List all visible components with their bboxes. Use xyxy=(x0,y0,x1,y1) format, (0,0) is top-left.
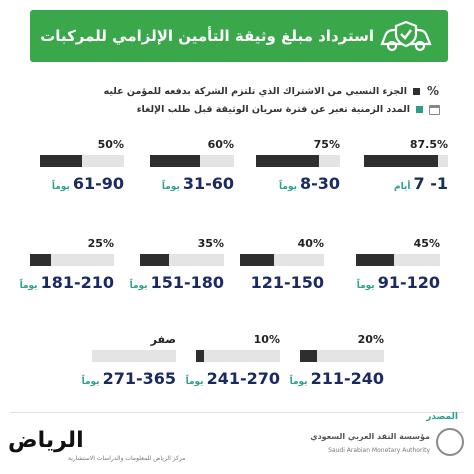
refund-cell: 10% 241-270يوماً xyxy=(186,333,280,403)
refund-bar-fill xyxy=(140,254,170,266)
refund-bar xyxy=(196,350,280,362)
sama-emblem-icon xyxy=(436,428,464,456)
refund-bar xyxy=(140,254,224,266)
refund-percent: 45% xyxy=(413,237,440,250)
publisher-logo: الرياض xyxy=(8,428,84,453)
period-days: 271-365 xyxy=(102,369,176,388)
period-range: 181-210يوماً xyxy=(20,273,114,292)
period-range: 271-365يوماً xyxy=(82,369,176,388)
period-range: 31-60يوماً xyxy=(150,174,234,193)
period-days: 1- 7 xyxy=(413,174,449,193)
period-range: 121-150 xyxy=(240,273,324,292)
refund-bar-fill xyxy=(30,254,51,266)
period-range: 61-90يوماً xyxy=(40,174,124,193)
publisher-subtitle: مركز الرياض للمعلومات والدراسات الاستشار… xyxy=(68,455,186,462)
calendar-icon xyxy=(429,104,440,115)
period-days: 121-150 xyxy=(250,273,324,292)
refund-cell: 45% 91-120يوماً xyxy=(356,237,440,307)
page-title: استرداد مبلغ وثيقة التأمين الإلزامي للمر… xyxy=(40,27,374,45)
refund-percent: 75% xyxy=(313,138,340,151)
refund-bar xyxy=(240,254,324,266)
footer-divider xyxy=(10,412,464,413)
period-days: 61-90 xyxy=(72,174,124,193)
legend-duration-text: المدد الزمنية تعبر عن فترة سريان الوثيقة… xyxy=(136,104,410,115)
period-unit: يوماً xyxy=(289,377,308,387)
period-range: 241-270يوماً xyxy=(186,369,280,388)
period-unit: يوماً xyxy=(81,377,100,387)
period-unit: يوماً xyxy=(185,377,204,387)
period-range: 211-240يوماً xyxy=(290,369,384,388)
refund-bar xyxy=(92,350,176,362)
period-range: 8-30يوماً xyxy=(256,174,340,193)
refund-bar-fill xyxy=(240,254,274,266)
refund-percent: 60% xyxy=(207,138,234,151)
refund-cell: 40% 121-150 xyxy=(240,237,324,307)
legend-duration: المدد الزمنية تعبر عن فترة سريان الوثيقة… xyxy=(20,104,440,115)
legend-percent: % الجزء النسبي من الاشتراك الذي تلتزم ال… xyxy=(20,84,440,98)
period-unit: أيام xyxy=(394,182,411,192)
refund-bar-fill xyxy=(196,350,205,362)
refund-bar xyxy=(150,155,234,167)
refund-cell: 87.5% 1- 7أيام xyxy=(364,138,448,208)
refund-cell: 25% 181-210يوماً xyxy=(20,237,114,307)
sama-name-arabic: مؤسسة النقد العربي السعودي xyxy=(310,432,430,441)
refund-cell: 50% 61-90يوماً xyxy=(40,138,124,208)
period-days: 241-270 xyxy=(206,369,280,388)
refund-bar-fill xyxy=(150,155,201,167)
period-days: 181-210 xyxy=(40,273,114,292)
refund-percent: 50% xyxy=(97,138,124,151)
refund-bar xyxy=(40,155,124,167)
period-range: 1- 7أيام xyxy=(364,174,448,193)
period-days: 151-180 xyxy=(150,273,224,292)
refund-cell: صفر 271-365يوماً xyxy=(82,333,176,403)
refund-percent: 25% xyxy=(87,237,114,250)
green-square-icon xyxy=(416,106,423,113)
refund-percent: 20% xyxy=(357,333,384,346)
period-days: 91-120 xyxy=(377,273,440,292)
car-shield-check-icon xyxy=(380,20,432,52)
period-days: 31-60 xyxy=(182,174,234,193)
refund-bar-fill xyxy=(364,155,438,167)
refund-percent: 10% xyxy=(253,333,280,346)
dark-square-icon xyxy=(413,87,420,95)
refund-bar xyxy=(256,155,340,167)
period-unit: يوماً xyxy=(161,182,180,192)
refund-bar xyxy=(356,254,440,266)
refund-bar-fill xyxy=(300,350,317,362)
refund-bar-fill xyxy=(356,254,394,266)
source-label: المصدر xyxy=(426,412,458,422)
header-banner: استرداد مبلغ وثيقة التأمين الإلزامي للمر… xyxy=(30,10,448,62)
refund-bar-fill xyxy=(40,155,82,167)
refund-bar xyxy=(300,350,384,362)
refund-percent: 35% xyxy=(197,237,224,250)
period-days: 211-240 xyxy=(310,369,384,388)
period-range: 91-120يوماً xyxy=(356,273,440,292)
refund-percent: 87.5% xyxy=(409,138,448,151)
refund-bar xyxy=(364,155,448,167)
refund-cell: 60% 31-60يوماً xyxy=(150,138,234,208)
refund-percent: صفر xyxy=(150,333,176,346)
period-days: 8-30 xyxy=(299,174,340,193)
legend-percent-text: الجزء النسبي من الاشتراك الذي تلتزم الشر… xyxy=(103,85,407,97)
period-unit: يوماً xyxy=(278,182,297,192)
period-unit: يوماً xyxy=(19,281,38,291)
refund-cell: 75% 8-30يوماً xyxy=(256,138,340,208)
percent-symbol: % xyxy=(426,84,440,98)
refund-cell: 35% 151-180يوماً xyxy=(130,237,224,307)
refund-bar xyxy=(30,254,114,266)
refund-percent: 40% xyxy=(297,237,324,250)
period-unit: يوماً xyxy=(356,281,375,291)
refund-bar-fill xyxy=(256,155,319,167)
refund-cell: 20% 211-240يوماً xyxy=(290,333,384,403)
sama-name-english: Saudi Arabian Monetary Authority xyxy=(328,447,430,454)
period-range: 151-180يوماً xyxy=(130,273,224,292)
period-unit: يوماً xyxy=(129,281,148,291)
period-unit: يوماً xyxy=(51,182,70,192)
